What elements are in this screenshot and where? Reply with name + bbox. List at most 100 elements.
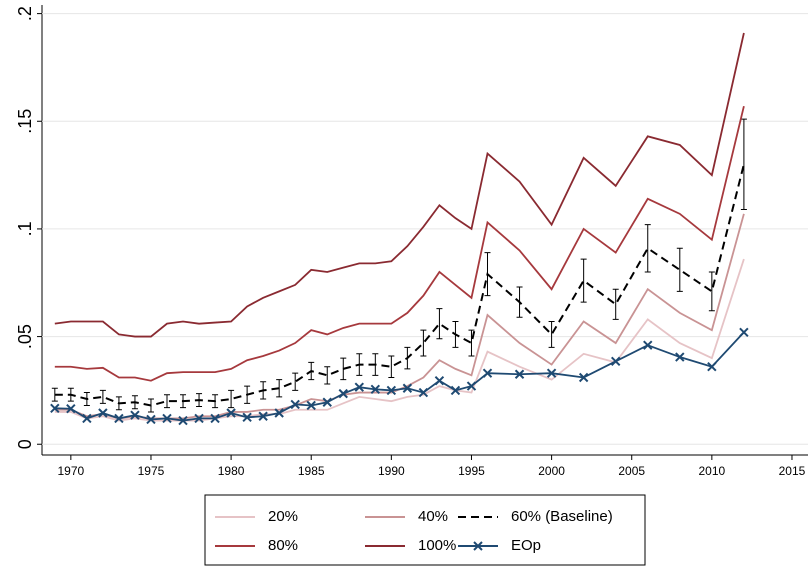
- error-bar: [340, 357, 347, 381]
- point-marker: [370, 384, 381, 395]
- series-line: [54, 105, 745, 382]
- x-tick-label: 2005: [618, 464, 645, 478]
- error-bar: [436, 308, 443, 340]
- x-tick-label: 1985: [298, 464, 325, 478]
- legend-label: 100%: [418, 537, 456, 554]
- point-marker: [146, 414, 156, 425]
- point-marker: [242, 412, 252, 423]
- legend-label: 40%: [418, 508, 448, 525]
- error-bar-line: [404, 346, 411, 370]
- error-bar-line: [484, 252, 491, 297]
- error-bar: [740, 118, 747, 211]
- error-bar: [228, 389, 235, 409]
- point-marker: [98, 408, 108, 418]
- y-tick-label: 0: [15, 439, 35, 449]
- x-tick-label: 2000: [538, 464, 565, 478]
- x-tick-label: 1970: [57, 464, 84, 478]
- series-line: [54, 331, 745, 422]
- point-marker: [675, 352, 685, 362]
- point-marker: [739, 327, 749, 337]
- error-bar-line: [180, 394, 187, 409]
- error-bar-line: [740, 118, 747, 211]
- point-marker: [322, 397, 332, 407]
- error-bar: [388, 355, 395, 378]
- point-marker: [418, 387, 429, 398]
- point-marker: [258, 411, 268, 421]
- error-bar-line: [420, 329, 427, 357]
- error-bar: [324, 366, 331, 385]
- y-tick-label: .15: [15, 109, 35, 134]
- legend-label: 20%: [268, 508, 298, 525]
- error-bar: [276, 379, 283, 398]
- error-bar-line: [436, 308, 443, 340]
- error-bar-line: [51, 387, 58, 402]
- error-bar-line: [131, 395, 138, 410]
- error-bar-line: [308, 361, 315, 381]
- y-tick-label: .05: [15, 324, 35, 349]
- point-marker: [466, 381, 477, 391]
- error-bar-line: [708, 271, 715, 312]
- point-marker: [178, 415, 188, 426]
- error-bar: [244, 385, 251, 404]
- point-marker: [386, 385, 397, 396]
- error-bar: [484, 252, 491, 297]
- point-marker: [82, 413, 92, 424]
- error-bar-line: [83, 392, 90, 406]
- error-bar-line: [163, 394, 170, 409]
- error-bar: [83, 392, 90, 406]
- point-marker: [514, 369, 525, 379]
- point-marker: [482, 368, 493, 378]
- point-marker: [450, 385, 461, 396]
- error-bar-line: [228, 389, 235, 409]
- error-bar: [612, 288, 619, 320]
- x-tick-label: 1975: [138, 464, 165, 478]
- error-bar: [292, 372, 299, 391]
- error-bar-line: [356, 353, 363, 376]
- error-bar: [131, 395, 138, 410]
- error-bar: [260, 381, 267, 400]
- point-marker: [194, 413, 204, 424]
- error-bar: [548, 321, 555, 348]
- error-bar: [420, 329, 427, 357]
- error-bar-line: [324, 366, 331, 385]
- error-bar-line: [612, 288, 619, 320]
- point-marker: [50, 403, 60, 413]
- error-bar-line: [260, 381, 267, 400]
- legend-label: 60% (Baseline): [511, 508, 613, 525]
- error-bar-line: [212, 394, 219, 409]
- x-tick-label: 1990: [378, 464, 405, 478]
- error-bar-line: [372, 353, 379, 376]
- error-bar: [580, 258, 587, 303]
- error-bar: [356, 353, 363, 376]
- error-bar-line: [644, 224, 651, 273]
- point-marker: [338, 388, 348, 399]
- error-bar: [644, 224, 651, 273]
- error-bar-line: [147, 398, 154, 413]
- point-marker: [226, 408, 236, 418]
- x-tick-label: 2015: [779, 464, 806, 478]
- error-bar: [147, 398, 154, 413]
- error-bar: [163, 394, 170, 409]
- point-marker: [66, 404, 76, 414]
- point-marker: [578, 372, 589, 383]
- error-bar: [468, 329, 475, 357]
- error-bar: [308, 361, 315, 381]
- error-bar-line: [676, 247, 683, 292]
- point-marker: [643, 340, 653, 350]
- y-tick-label: .2: [15, 6, 35, 21]
- legend-box: [204, 494, 646, 566]
- point-marker: [306, 400, 316, 411]
- x-tick-label: 1980: [218, 464, 245, 478]
- error-bar: [180, 394, 187, 409]
- error-bar-line: [340, 357, 347, 381]
- error-bar-line: [580, 258, 587, 303]
- error-bar-line: [276, 379, 283, 398]
- error-bar: [516, 286, 523, 318]
- error-bar: [196, 393, 203, 408]
- point-marker: [354, 382, 365, 392]
- error-bar-line: [516, 286, 523, 318]
- error-bar: [212, 394, 219, 409]
- y-tick-label: .1: [15, 221, 35, 236]
- error-bar-line: [452, 321, 459, 348]
